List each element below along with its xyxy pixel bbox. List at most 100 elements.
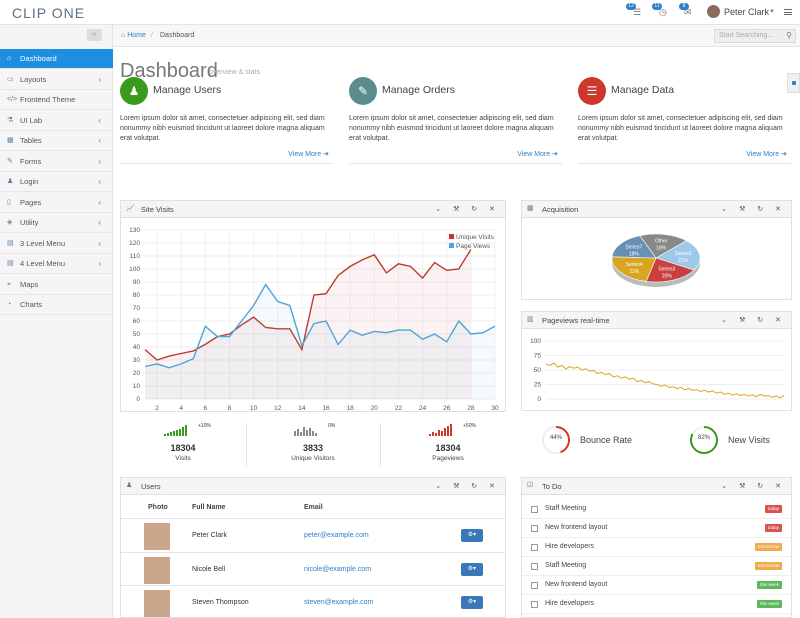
- chevron-left-icon[interactable]: ‹: [98, 156, 101, 166]
- sidebar-item-charts[interactable]: ◔ Charts: [0, 295, 113, 315]
- user-avatar[interactable]: [707, 5, 720, 18]
- sidebar-item-tables[interactable]: ▦ Tables ‹: [0, 131, 113, 151]
- panel-tools[interactable]: ⌄ ⚒ ↻ ✕: [721, 317, 786, 324]
- legend-label: Page Views: [456, 243, 491, 250]
- chevron-left-icon[interactable]: ‹: [98, 259, 101, 268]
- stat-unique-visitors: 0% 3833 Unique Visitors: [250, 420, 376, 465]
- sidebar-item-dashboard[interactable]: ⌂ Dashboard: [0, 49, 113, 69]
- stat-label: Pageviews: [432, 455, 464, 462]
- breadcrumb-home[interactable]: ⌂ Home: [121, 32, 146, 39]
- breadcrumb: ⌂ Home / Dashboard Start Searching... ⚲: [113, 25, 800, 47]
- sidebar-item-ui-lab[interactable]: ⚗ UI Lab ‹: [0, 111, 113, 131]
- chevron-left-icon[interactable]: ‹: [98, 238, 101, 248]
- view-more-link[interactable]: View More ➔: [288, 150, 329, 158]
- sidebar-toggle[interactable]: ‹›: [87, 29, 102, 41]
- panel-tools[interactable]: ⌄ ⚒ ↻ ✕: [721, 483, 786, 490]
- pie-slice-value: 21%: [678, 258, 689, 264]
- chevron-left-icon[interactable]: ‹: [98, 177, 101, 186]
- todo-text: New frontend layout: [545, 524, 608, 531]
- row-actions-button[interactable]: ⚙▾: [461, 562, 483, 576]
- chevron-down-icon[interactable]: ▼: [769, 9, 775, 15]
- todo-item[interactable]: Hire developers this week: [522, 595, 792, 614]
- sidebar-item-forms[interactable]: ✎ Forms ‹: [0, 152, 113, 172]
- search-icon[interactable]: ⚲: [786, 31, 792, 40]
- panel-tools[interactable]: ⌄ ⚒ ↻ ✕: [721, 206, 786, 213]
- chevron-left-icon[interactable]: ‹: [98, 197, 101, 207]
- new-visits-ring: 82%: [689, 425, 719, 455]
- row-actions-button[interactable]: ⚙▾: [461, 529, 483, 542]
- todo-item[interactable]: Staff Meeting today: [522, 500, 792, 519]
- view-more-link[interactable]: View More ➔: [746, 150, 787, 158]
- sidebar-item-4-level-menu[interactable]: ▤ 4 Level Menu ‹: [0, 254, 113, 274]
- user-email-link[interactable]: peter@example.com: [304, 532, 369, 539]
- row-actions-button[interactable]: ⚙▾: [461, 596, 483, 609]
- ring-gauge: [690, 426, 718, 454]
- sidebar-item-login[interactable]: ♟ Login ‹: [0, 172, 113, 192]
- y-tick-label: 120: [129, 240, 140, 247]
- x-tick-label: 28: [467, 405, 475, 412]
- y-tick-label: 60: [133, 318, 141, 325]
- divider: [246, 423, 247, 467]
- map-marker-icon: ⌖: [7, 280, 11, 288]
- todo-checkbox[interactable]: [531, 506, 538, 513]
- user-email-link[interactable]: steven@example.com: [304, 599, 374, 606]
- bar-chart-icon: ▥: [527, 316, 534, 323]
- chevron-left-icon[interactable]: ‹: [98, 115, 101, 125]
- arrow-right-icon: ➔: [781, 151, 787, 158]
- chat-icon[interactable]: ✉: [684, 7, 692, 17]
- hamburger-icon[interactable]: [784, 9, 792, 15]
- sidebar-item-frontend-theme[interactable]: </> Frontend Theme: [0, 90, 113, 110]
- panel-tools[interactable]: ⌄ ⚒ ↻ ✕: [435, 206, 500, 213]
- avatar: [144, 590, 170, 617]
- breadcrumb-home-label[interactable]: Home: [127, 32, 146, 39]
- todo-checkbox[interactable]: [531, 563, 538, 570]
- desktop-icon: ▭: [7, 75, 14, 83]
- view-more-label[interactable]: View More: [746, 151, 780, 158]
- messages-badge: 8: [679, 3, 689, 10]
- sidebar-item-label: Tables: [20, 136, 42, 145]
- search-input[interactable]: Start Searching... ⚲: [714, 29, 796, 43]
- todo-checkbox[interactable]: [531, 582, 538, 589]
- feature-manage-orders: ✎ Manage Orders Lorem ipsum dolor sit am…: [349, 77, 562, 164]
- sidebar-item-3-level-menu[interactable]: ▤ 3 Level Menu ‹: [0, 234, 113, 254]
- tasks-icon[interactable]: ☰: [633, 7, 642, 17]
- chevron-left-icon[interactable]: ‹: [98, 218, 101, 227]
- chevron-left-icon[interactable]: ‹: [98, 136, 101, 145]
- user-email-link[interactable]: nicole@example.com: [304, 565, 372, 573]
- spark-bar: [312, 431, 314, 436]
- spark-bar: [164, 434, 166, 436]
- view-more-link[interactable]: View More ➔: [517, 150, 558, 158]
- breadcrumb-separator: /: [151, 32, 153, 39]
- spark-bar: [432, 432, 434, 436]
- sidebar-item-maps[interactable]: ⌖ Maps: [0, 275, 113, 295]
- view-more-label[interactable]: View More: [288, 151, 322, 158]
- todo-checkbox[interactable]: [531, 525, 538, 532]
- panel-tools[interactable]: ⌄ ⚒ ↻ ✕: [435, 483, 500, 490]
- todo-item[interactable]: Hire developers tommorow: [522, 538, 792, 557]
- todo-item[interactable]: New frontend layout this week: [522, 576, 792, 595]
- sidebar-item-label: Pages: [20, 197, 42, 207]
- sidebar-item-layouts[interactable]: ▭ Layouts ‹: [0, 70, 113, 90]
- todo-checkbox[interactable]: [531, 544, 538, 551]
- sidebar-item-label: Utility: [20, 218, 39, 227]
- view-more-label[interactable]: View More: [517, 151, 551, 158]
- todo-checkbox[interactable]: [531, 601, 538, 608]
- sidebar-item-label: Layouts: [20, 74, 47, 84]
- todo-item[interactable]: New frontend layout today: [522, 519, 792, 538]
- spark-bar: [450, 424, 452, 436]
- calendar-icon: ▦: [527, 205, 534, 212]
- todo-item[interactable]: Staff Meeting tommorow: [522, 557, 792, 576]
- y-tick-label: 110: [130, 253, 141, 260]
- todo-text: Hire developers: [545, 600, 595, 607]
- x-tick-label: 12: [274, 405, 282, 412]
- sidebar-item-pages[interactable]: ▯ Pages ‹: [0, 193, 113, 213]
- sidebar-item-utility[interactable]: ◈ Utility ‹: [0, 213, 113, 233]
- panel-title: Site Visits: [141, 205, 174, 214]
- stat-pageviews: +50% 18304 Pageviews: [385, 420, 511, 465]
- page-title: Dashboard: [120, 60, 218, 82]
- stat-label: Visits: [175, 455, 191, 462]
- app-logo[interactable]: CLIP ONE: [12, 5, 86, 21]
- chevron-left-icon[interactable]: ‹: [98, 74, 101, 84]
- clock-icon[interactable]: ◷: [659, 7, 667, 17]
- user-name[interactable]: Peter Clark: [724, 7, 770, 17]
